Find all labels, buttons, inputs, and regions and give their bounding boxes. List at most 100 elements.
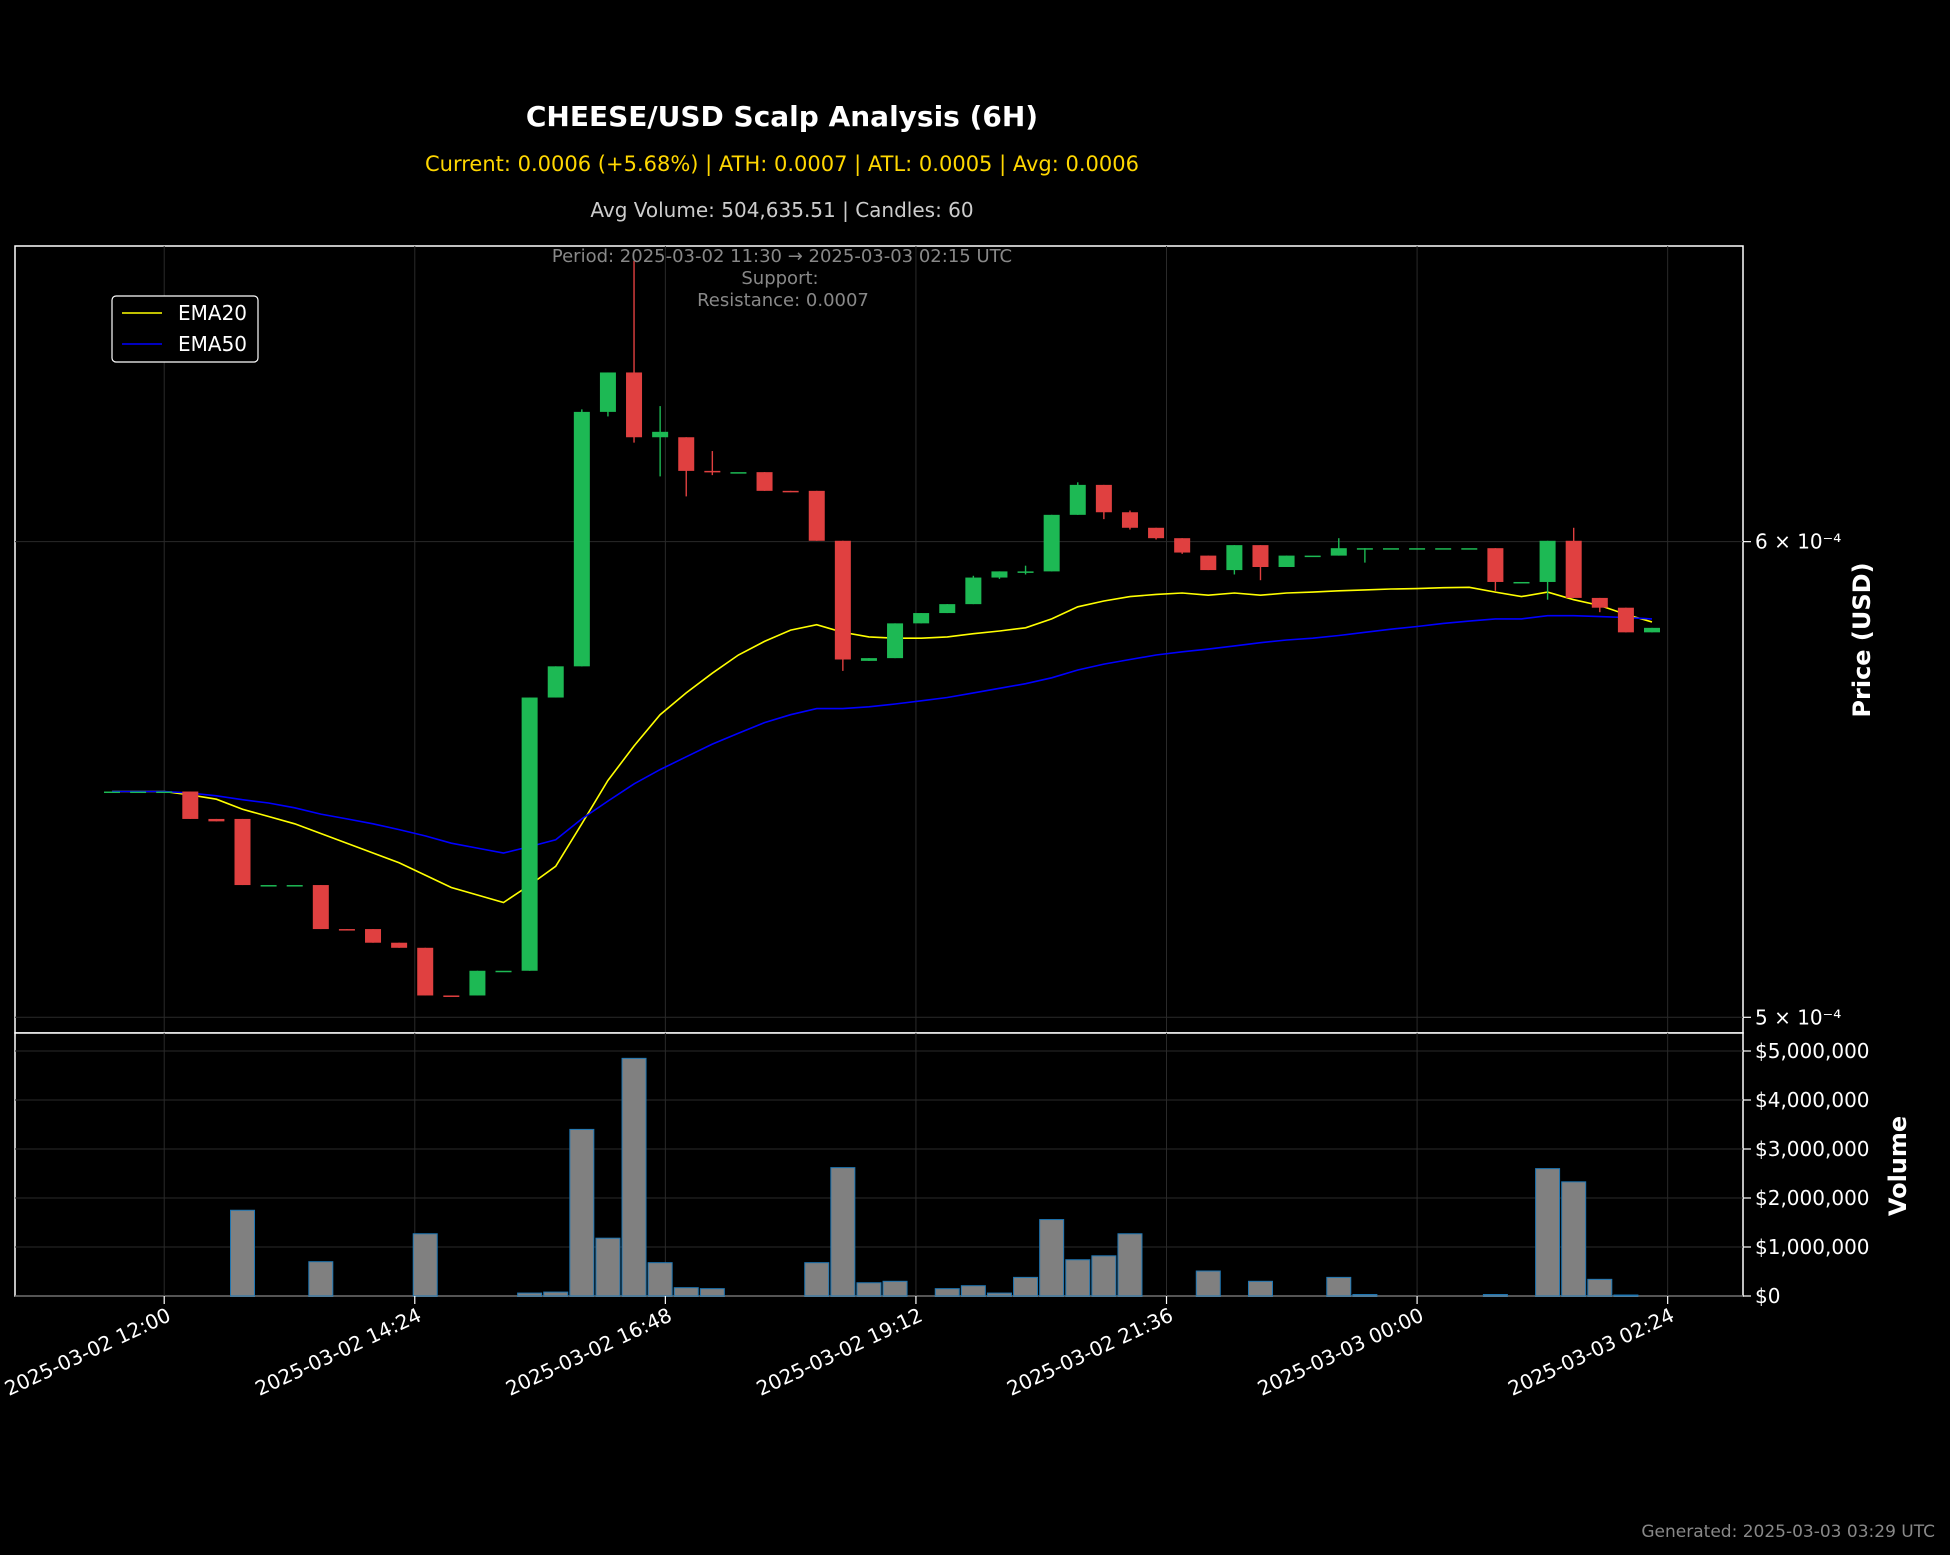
candle-body <box>1617 607 1634 633</box>
candle-body <box>756 472 773 491</box>
price-panel-frame <box>14 245 1744 1034</box>
candle-body <box>1017 571 1034 573</box>
volume-bar <box>1613 1294 1639 1297</box>
volume-bar <box>1352 1294 1378 1297</box>
candle-body <box>965 577 982 605</box>
candle <box>208 818 225 822</box>
volume-bar <box>543 1291 569 1297</box>
candle-body <box>312 885 329 930</box>
candle <box>1200 555 1217 571</box>
candle <box>104 791 120 794</box>
ema-lines <box>112 586 1653 904</box>
x-tick-label: 2025-03-02 19:12 <box>753 1303 926 1401</box>
candle-body <box>182 791 199 819</box>
volume-bar <box>1535 1168 1561 1297</box>
candle <box>1069 482 1086 515</box>
candle <box>312 885 329 930</box>
candle-body <box>834 540 851 660</box>
candle-body <box>1304 555 1321 558</box>
candle-body <box>1148 527 1165 539</box>
candle-body <box>1382 548 1399 550</box>
x-axis-ticks: 2025-03-02 12:00 2025-03-02 14:24 2025-03-… <box>1 1296 1678 1401</box>
candle-body <box>1252 545 1269 567</box>
candle-body <box>1644 627 1660 633</box>
candle <box>469 970 486 996</box>
candle <box>834 540 851 671</box>
candle-body <box>599 372 616 412</box>
x-tick-label: 2025-03-02 21:36 <box>1003 1303 1176 1401</box>
volume-bar <box>412 1233 438 1297</box>
ema-line-ema50 <box>112 614 1653 854</box>
volume-bar <box>1195 1270 1221 1297</box>
candle <box>678 437 695 497</box>
candle-body <box>991 571 1008 578</box>
candle-body <box>156 791 173 794</box>
candle <box>808 490 825 541</box>
price-y-tick-label: 6 × 10⁻⁴ <box>1755 530 1841 554</box>
volume-bar <box>856 1282 882 1297</box>
price-grid <box>15 246 1743 1033</box>
candle <box>860 658 877 661</box>
volume-summary-line: Avg Volume: 504,635.51 | Candles: 60 <box>590 198 973 222</box>
candle-body <box>208 818 225 822</box>
volume-panel-frame <box>14 1032 1744 1297</box>
candle-body <box>939 604 956 614</box>
candle <box>1017 565 1034 575</box>
candle-body <box>1591 597 1608 608</box>
volume-bar <box>621 1057 647 1297</box>
period-label: Period: 2025-03-02 11:30 → 2025-03-03 02… <box>552 246 1012 267</box>
candle-body <box>260 885 277 887</box>
volume-bar <box>934 1288 960 1297</box>
candle <box>130 791 147 794</box>
volume-bar <box>569 1128 595 1297</box>
candle <box>234 818 251 886</box>
candle-body <box>1278 555 1295 567</box>
candle-body <box>286 885 303 887</box>
volume-grid <box>15 1033 1743 1297</box>
candle <box>1095 484 1112 520</box>
volume-bars <box>230 1057 1639 1297</box>
volume-y-tick-label: $4,000,000 <box>1755 1088 1870 1112</box>
volume-bar <box>230 1209 256 1297</box>
candle <box>573 409 590 667</box>
candle-body <box>338 929 355 931</box>
candle <box>887 623 904 659</box>
volume-bar <box>1039 1219 1065 1297</box>
candle-body <box>391 942 408 948</box>
candle-body <box>495 970 512 973</box>
candle-body <box>1565 540 1582 598</box>
volume-bar <box>960 1285 986 1297</box>
volume-y-tick-label: $5,000,000 <box>1755 1039 1870 1063</box>
volume-bar <box>1561 1181 1587 1297</box>
volume-bar <box>1247 1280 1273 1297</box>
candle-body <box>365 929 382 943</box>
candle-body <box>1409 548 1426 550</box>
candle <box>391 942 408 948</box>
volume-bar <box>517 1292 543 1297</box>
candle-body <box>1095 484 1112 513</box>
candle <box>1409 548 1426 550</box>
volume-panel: $0 $1,000,000 $2,000,000 $3,000,000 $4,000,0… <box>14 1032 1912 1308</box>
x-tick-label: 2025-03-02 12:00 <box>1 1303 174 1401</box>
candle <box>1539 540 1556 600</box>
candle <box>1487 548 1504 591</box>
volume-bar <box>308 1261 334 1297</box>
volume-bar <box>986 1292 1012 1297</box>
candle <box>365 929 382 943</box>
candle-body <box>782 490 799 493</box>
candle <box>443 995 460 997</box>
x-tick-label: 2025-03-02 14:24 <box>251 1303 424 1401</box>
volume-bar <box>1482 1294 1508 1297</box>
volume-bar <box>699 1288 725 1297</box>
candle <box>939 604 956 614</box>
candle <box>1148 527 1165 540</box>
candle <box>1382 548 1399 550</box>
candle <box>991 571 1008 579</box>
x-tick-label: 2025-03-02 16:48 <box>502 1303 675 1401</box>
volume-bar <box>1013 1276 1039 1297</box>
candle-body <box>1200 555 1217 571</box>
candle <box>286 885 303 887</box>
chart-title: CHEESE/USD Scalp Analysis (6H) <box>526 100 1038 133</box>
volume-bar <box>1065 1259 1091 1297</box>
